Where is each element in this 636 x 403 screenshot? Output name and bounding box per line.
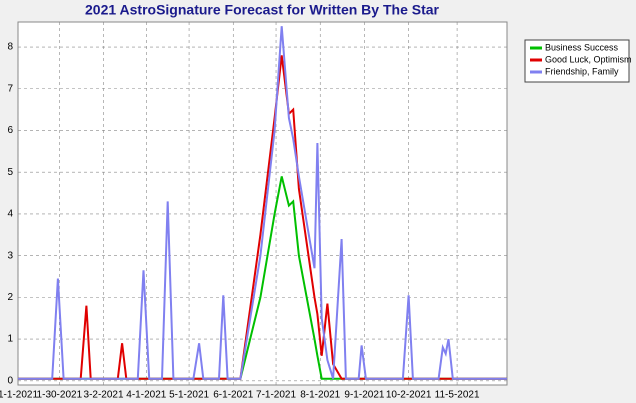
y-tick-label: 2: [7, 292, 13, 303]
y-tick-label: 8: [7, 42, 13, 53]
x-tick-label: 6-1-2021: [213, 390, 253, 401]
legend-box: [524, 39, 630, 83]
x-tick-label: 9-1-2021: [344, 390, 384, 401]
line-series: [18, 26, 507, 380]
y-tick-label: 7: [7, 83, 13, 94]
x-tick-label: 4-1-2021: [126, 390, 166, 401]
y-tick-label: 6: [7, 125, 13, 136]
x-tick-label: 11-5-2021: [435, 390, 480, 401]
x-tick-label: 3-2-2021: [84, 390, 124, 401]
x-tick-label: 10-2-2021: [386, 390, 432, 401]
x-tick-label: 1-1-2021: [0, 390, 38, 401]
plot-area: [17, 21, 508, 386]
chart-title: 2021 AstroSignature Forecast for Written…: [85, 2, 440, 18]
y-tick-label: 0: [7, 375, 13, 386]
y-tick-label: 5: [7, 167, 13, 178]
legend-label: Good Luck, Optimism: [545, 54, 632, 64]
x-tick-label: 1-30-2021: [37, 390, 83, 401]
x-tick-label: 7-1-2021: [256, 390, 296, 401]
y-tick-label: 4: [7, 209, 13, 220]
legend-label: Business Success: [545, 42, 619, 52]
y-tick-label: 3: [7, 250, 13, 261]
legend-label: Friendship, Family: [545, 66, 619, 76]
x-tick-label: 5-1-2021: [169, 390, 209, 401]
x-tick-label: 8-1-2021: [300, 390, 340, 401]
y-tick-label: 1: [7, 334, 13, 345]
